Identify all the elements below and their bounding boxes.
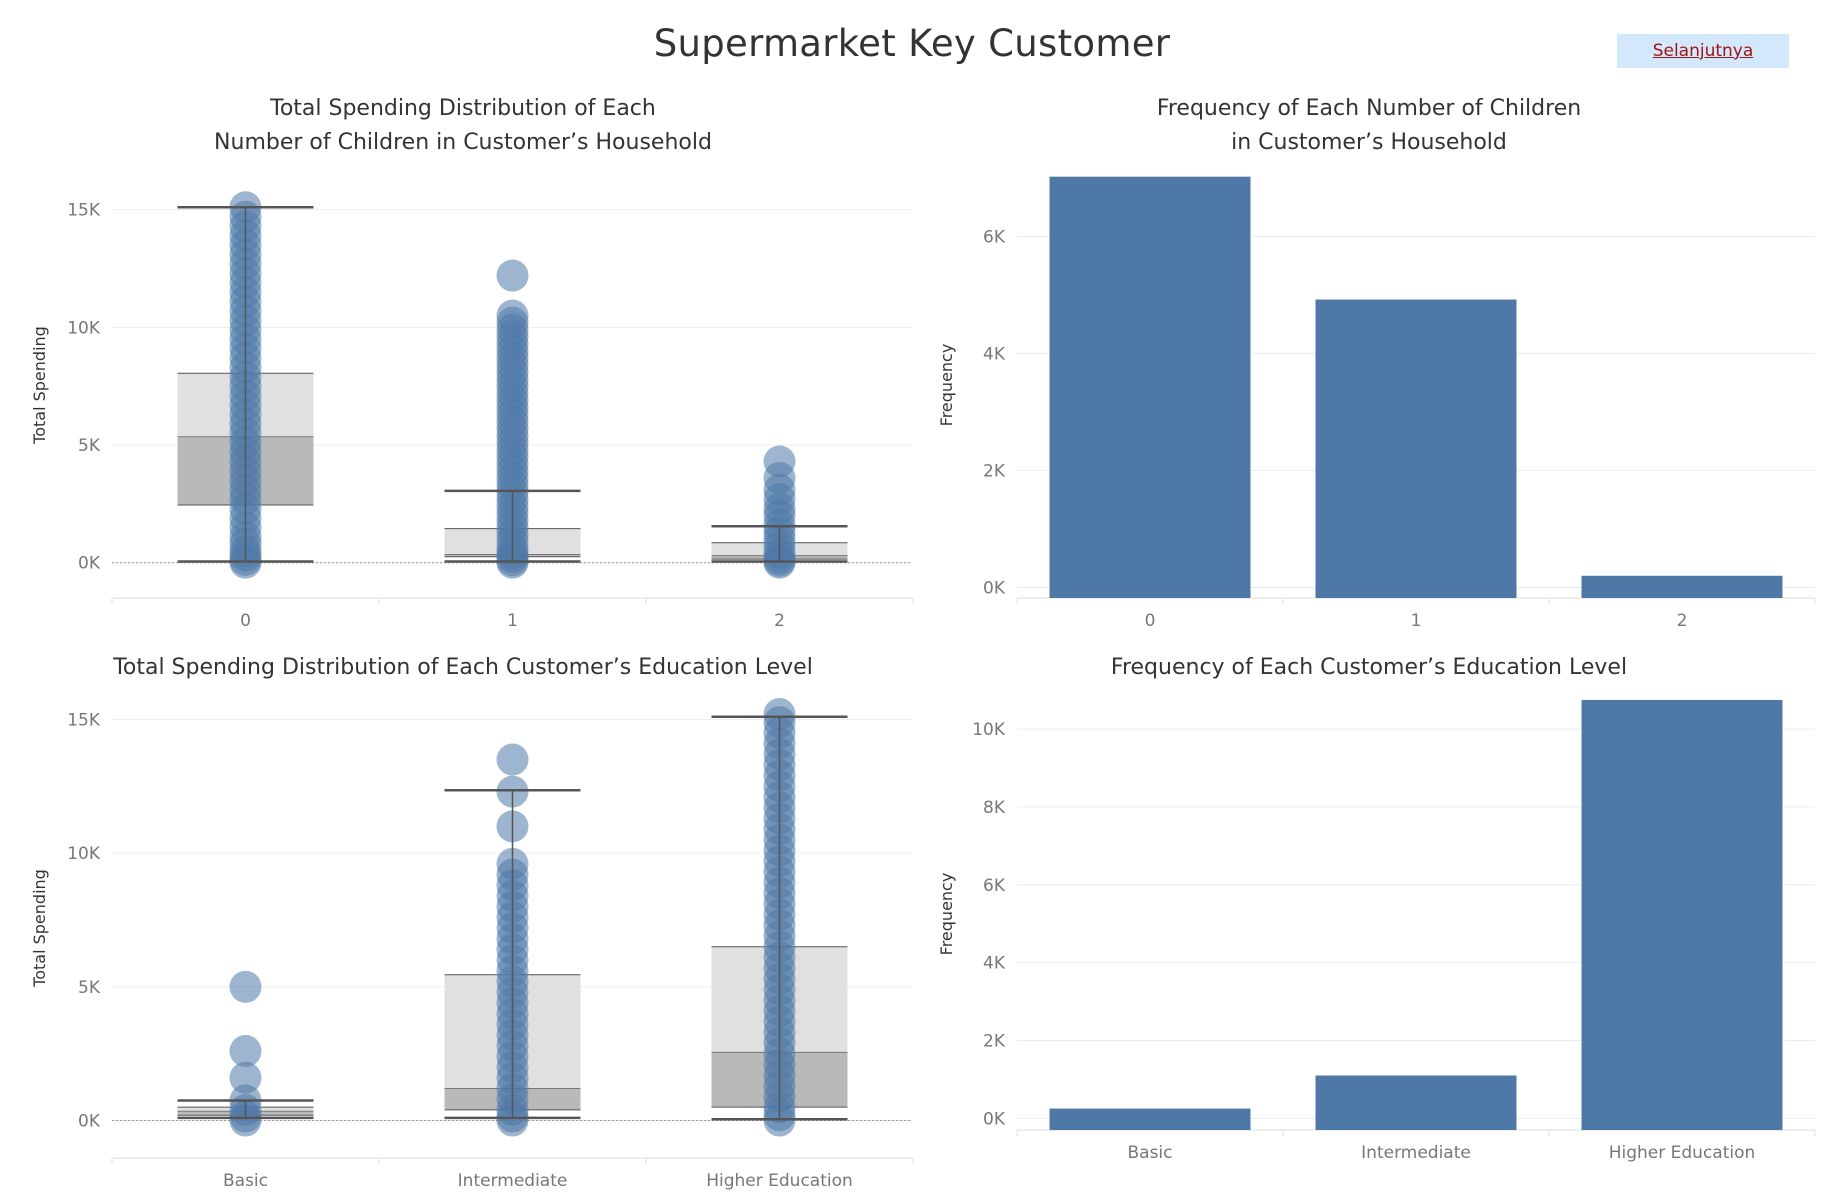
chart-title-children-frequency: Frequency of Each Number of Children in … [966,92,1772,160]
data-point [496,299,529,332]
chart-title-children-spending: Total Spending Distribution of Each Numb… [60,92,866,160]
x-tick-label: Basic [223,1171,268,1191]
bar [1581,699,1783,1130]
y-tick-label: 4K [983,954,1006,974]
y-tick-label: 5K [78,978,101,998]
chart-title-line: in Customer’s Household [1231,130,1507,155]
y-axis-title: Total Spending [30,869,49,988]
y-tick-label: 15K [67,710,101,730]
y-axis-title: Total Spending [30,326,49,445]
chart-title-education-spending: Total Spending Distribution of Each Cust… [60,651,866,685]
chart-title-line: Frequency of Each Number of Children [1156,96,1582,121]
page-title: Supermarket Key Customer [653,22,1171,65]
x-tick-label: Higher Education [706,1171,853,1191]
x-tick-label: Intermediate [458,1171,568,1191]
chart-title-line: Total Spending Distribution of Each Cust… [113,655,813,680]
data-point [763,698,796,731]
chart-education-frequency: 0K 2K 4K 6K 8K 10K Basic Intermediate Higher Edu… [937,699,1816,1163]
next-button[interactable]: Selanjutnya [1617,34,1789,68]
x-tick-label: Higher Education [1609,1143,1756,1163]
data-point [496,259,529,292]
y-tick-label: 0K [983,1109,1006,1129]
data-point [496,743,529,776]
bar [1049,176,1251,598]
y-tick-label: 0K [983,578,1006,598]
x-tick-label: Intermediate [1361,1143,1471,1163]
y-tick-label: 8K [983,798,1006,818]
chart-education-spending: 0K 5K 10K 15K Basic Intermediate Higher Educat… [30,698,914,1191]
y-tick-label: 4K [983,344,1006,364]
data-point [763,445,796,478]
x-tick-label: 1 [507,611,518,631]
y-tick-label: 2K [983,461,1006,481]
x-tick-label: 2 [774,611,785,631]
x-tick-label: 0 [1145,611,1156,631]
y-tick-label: 5K [78,436,101,456]
x-tick-label: 2 [1677,611,1688,631]
y-tick-label: 6K [983,227,1006,247]
bar [1315,1075,1517,1130]
y-tick-label: 0K [78,554,101,574]
y-tick-label: 10K [67,844,101,864]
bar [1315,299,1517,598]
chart-children-spending: 0K 5K 10K 15K 0 1 2 Total Spending [30,191,914,631]
chart-title-line: Total Spending Distribution of Each [270,96,656,121]
data-point [229,1061,262,1094]
bar [1581,575,1783,598]
chart-children-frequency: 0K 2K 4K 6K 0 1 2 Frequency [937,176,1816,631]
chart-title-line: Frequency of Each Customer’s Education L… [1110,655,1628,680]
y-tick-label: 6K [983,876,1006,896]
data-point [229,1035,262,1068]
data-point [229,970,262,1003]
y-axis-title: Frequency [937,873,956,956]
chart-title-education-frequency: Frequency of Each Customer’s Education L… [966,651,1772,685]
y-tick-label: 2K [983,1031,1006,1051]
bar [1049,1108,1251,1130]
y-tick-label: 15K [67,201,101,221]
x-tick-label: Basic [1127,1143,1172,1163]
x-tick-label: 1 [1411,611,1422,631]
x-tick-label: 0 [240,611,251,631]
y-tick-label: 10K [972,720,1006,740]
y-tick-label: 10K [67,318,101,338]
chart-title-line: Number of Children in Customer’s Househo… [214,130,712,155]
y-axis-title: Frequency [937,344,956,427]
y-tick-label: 0K [78,1112,101,1132]
